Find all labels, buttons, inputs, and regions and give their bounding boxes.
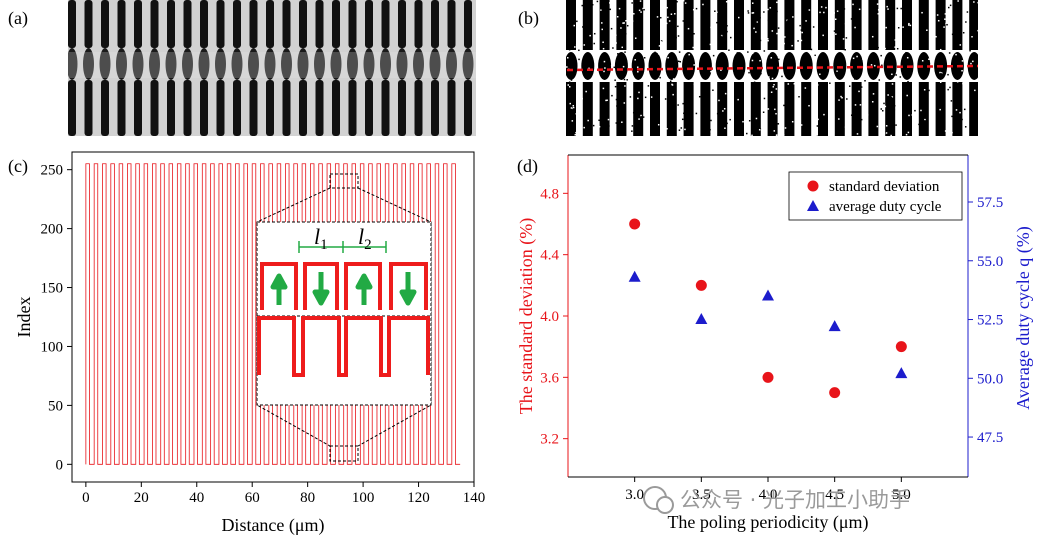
x-tick-label: 60 — [245, 490, 260, 506]
x-tick-label: 40 — [189, 490, 204, 506]
chart-d-right-ticks: 47.5 50.0 52.5 55.0 57.5 — [968, 195, 1003, 446]
x-tick-label: 140 — [463, 490, 486, 506]
x-tick-label: 100 — [352, 490, 375, 506]
y-tick-label: 50 — [48, 398, 63, 414]
chart-c-x-axis: 0 20 40 60 80 100 120 140 — [82, 482, 485, 506]
y-tick-label: 150 — [41, 281, 64, 297]
panel-label-b: (b) — [518, 8, 539, 29]
x-tick-label: 4.0 — [759, 487, 778, 503]
chart-d-ylabel-right: Average duty cycle q (%) — [1013, 226, 1034, 410]
x-tick-label: 0 — [82, 490, 90, 506]
legend-marker-standard-deviation — [807, 180, 819, 192]
duty-cycle-point — [895, 367, 908, 379]
chart-d-ylabel-left: The standard deviation (%) — [516, 218, 537, 414]
inset-label-l1: l1 — [314, 224, 328, 253]
right-tick-label: 55.0 — [977, 254, 1003, 270]
chart-c-xlabel: Distance (μm) — [221, 515, 324, 536]
y-tick-label: 0 — [56, 457, 64, 473]
x-tick-label: 3.5 — [692, 487, 711, 503]
y-tick-label: 100 — [41, 339, 64, 355]
chart-d-points — [628, 218, 908, 399]
chart-d-left-ticks: 3.2 3.6 4.0 4.4 4.8 — [540, 186, 568, 448]
duty-cycle-point — [828, 320, 841, 332]
left-tick-label: 4.8 — [540, 186, 559, 202]
arrow-down-icon — [312, 272, 330, 306]
y-tick-label: 200 — [41, 222, 64, 238]
duty-cycle-point — [628, 270, 641, 282]
x-tick-label: 5.0 — [892, 487, 911, 503]
chart-c-ylabel: Index — [14, 297, 34, 338]
legend-marker-average-duty-cycle — [807, 200, 819, 211]
y-tick-label: 250 — [41, 163, 64, 179]
right-tick-label: 50.0 — [977, 371, 1003, 387]
right-tick-label: 52.5 — [977, 313, 1003, 329]
chart-d-legend: standard deviation average duty cycle — [788, 171, 963, 221]
red-dashed-measure-line — [566, 64, 979, 72]
chart-c-frame — [71, 151, 475, 483]
std-deviation-point — [762, 371, 774, 383]
panel-label-d: (d) — [517, 156, 538, 177]
arrow-up-icon — [355, 273, 373, 305]
legend-label-standard-deviation: standard deviation — [829, 179, 940, 195]
inset-label-l2: l2 — [358, 224, 372, 253]
x-tick-label: 120 — [407, 490, 430, 506]
chart-d-x-axis: 3.0 3.5 4.0 4.5 5.0 — [625, 477, 911, 503]
left-tick-label: 4.0 — [540, 309, 559, 325]
left-tick-label: 4.4 — [540, 248, 559, 264]
std-deviation-point — [895, 341, 907, 353]
panel-label-c: (c) — [8, 156, 28, 177]
legend-label-average-duty-cycle: average duty cycle — [829, 199, 942, 215]
arrow-up-icon — [270, 273, 288, 305]
watermark: 公众号 · 光子加工小助手 — [643, 486, 910, 514]
right-tick-label: 47.5 — [977, 430, 1003, 446]
x-tick-label: 3.0 — [625, 487, 644, 503]
right-tick-label: 57.5 — [977, 195, 1003, 211]
left-tick-label: 3.2 — [540, 432, 559, 448]
chart-d-xlabel: The poling periodicity (μm) — [667, 512, 868, 533]
duty-cycle-point — [695, 313, 708, 325]
index-profile-trace — [85, 163, 461, 465]
x-tick-label: 4.5 — [825, 487, 844, 503]
watermark-text: 公众号 · 光子加工小助手 — [680, 488, 910, 512]
chart-c-y-axis: 0 50 100 150 200 250 — [41, 163, 72, 473]
micrograph-b-binary — [566, 0, 978, 136]
std-deviation-point — [695, 279, 707, 291]
left-tick-label: 3.6 — [540, 370, 559, 386]
micrograph-a — [68, 0, 476, 136]
index-profile-line — [85, 163, 461, 465]
zoom-inset: l1 l2 — [256, 173, 432, 462]
x-tick-label: 20 — [134, 490, 149, 506]
duty-cycle-point — [762, 289, 774, 301]
std-deviation-point — [629, 218, 641, 230]
std-deviation-point — [829, 387, 841, 399]
arrow-down-icon — [399, 272, 417, 306]
panel-label-a: (a) — [8, 8, 28, 29]
x-tick-label: 80 — [300, 490, 315, 506]
